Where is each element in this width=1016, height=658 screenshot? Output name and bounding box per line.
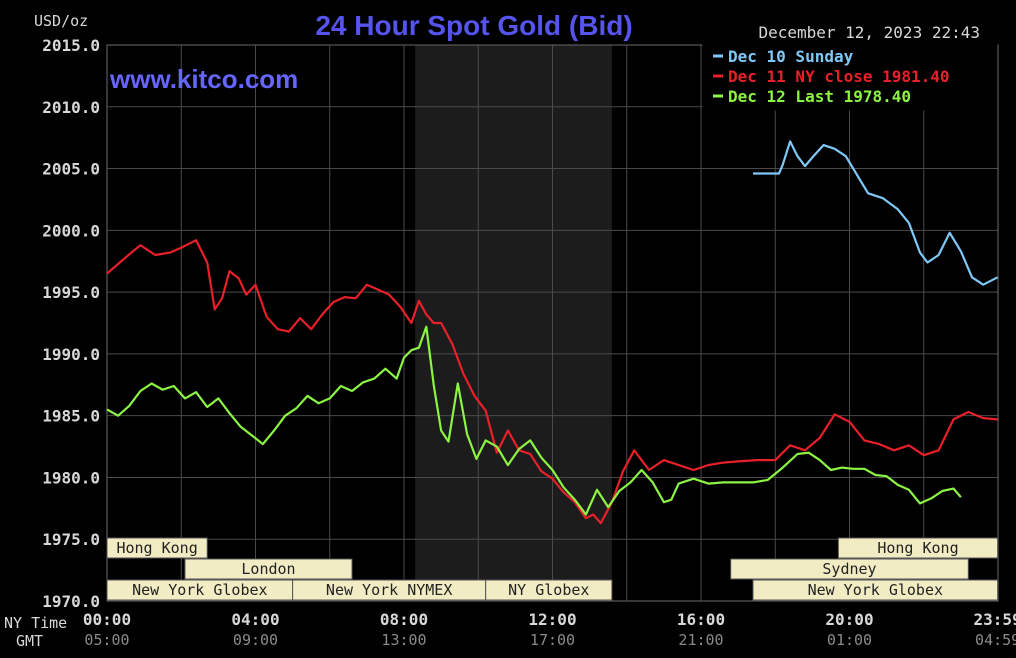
x-tick-label-gmt: 09:00 [233,631,278,649]
series-line-2 [106,239,998,525]
x-tick-label-ny: 00:00 [83,610,131,629]
y-tick-label: 2015.0 [42,36,100,55]
chart-timestamp: December 12, 2023 22:43 [758,23,980,42]
session-band [184,558,353,580]
y-tick-label: 2000.0 [42,221,100,240]
session-band-label: New York Globex [132,581,267,599]
x-axis-ticks: 00:00 04:00 08:00 12:00 16:00 20:00 23:59 05:00… [83,610,1016,649]
legend-entry: Dec 12 Last 1978.40 [728,87,911,106]
ny-time-label: NY Time [4,614,67,632]
y-tick-label: 1995.0 [42,283,100,302]
y-axis-ticks: 2015.0 2010.0 2005.0 2000.0 1995.0 1990.0 1985… [42,36,100,611]
y-tick-label: 2005.0 [42,160,100,179]
kitco-watermark: www.kitco.com [109,64,298,94]
series-line-1 [753,140,999,286]
x-tick-label-gmt: 17:00 [530,631,575,649]
y-tick-label: 1990.0 [42,345,100,364]
session-band [485,579,613,601]
x-tick-label-gmt: 13:00 [381,631,426,649]
session-band [837,537,999,559]
session-band [730,558,969,580]
comex-hours-shading [415,45,612,601]
session-band-label: New York NYMEX [326,581,452,599]
x-tick-label-ny: 16:00 [677,610,725,629]
session-band-label: Hong Kong [877,539,958,557]
y-axis-label: USD/oz [34,12,88,30]
x-tick-label-gmt: 21:00 [678,631,723,649]
session-band-label: London [241,560,295,578]
session-band-label: Hong Kong [116,539,197,557]
session-band [752,579,999,601]
x-tick-label-ny: 08:00 [380,610,428,629]
x-tick-label-ny: 23:59 [974,610,1016,629]
session-bands: Hong Kong Hong Kong London Sydney New York G… [106,537,999,601]
legend-entry: Dec 11 NY close 1981.40 [728,67,950,86]
plot-border [106,44,999,602]
x-tick-label-ny: 04:00 [231,610,279,629]
y-tick-label: 1970.0 [42,592,100,611]
x-tick-label-ny: 12:00 [528,610,576,629]
x-tick-label-ny: 20:00 [825,610,873,629]
series-line-3 [106,325,962,516]
session-band-label: New York Globex [808,581,943,599]
legend-entry: Dec 10 Sunday [728,47,854,66]
legend-box [702,43,998,111]
gmt-time-label: GMT [16,632,43,650]
gridlines [106,44,999,602]
session-band [106,537,208,559]
session-band-label: NY Globex [508,581,589,599]
y-tick-label: 1980.0 [42,468,100,487]
x-tick-label-gmt: 01:00 [827,631,872,649]
y-tick-label: 2010.0 [42,98,100,117]
x-tick-label-gmt: 04:59 [975,631,1016,649]
chart-title: 24 Hour Spot Gold (Bid) [315,10,632,41]
y-tick-label: 1985.0 [42,407,100,426]
y-tick-label: 1975.0 [42,530,100,549]
x-tick-label-gmt: 05:00 [84,631,129,649]
session-band-label: Sydney [822,560,876,578]
series-lines [106,140,999,525]
